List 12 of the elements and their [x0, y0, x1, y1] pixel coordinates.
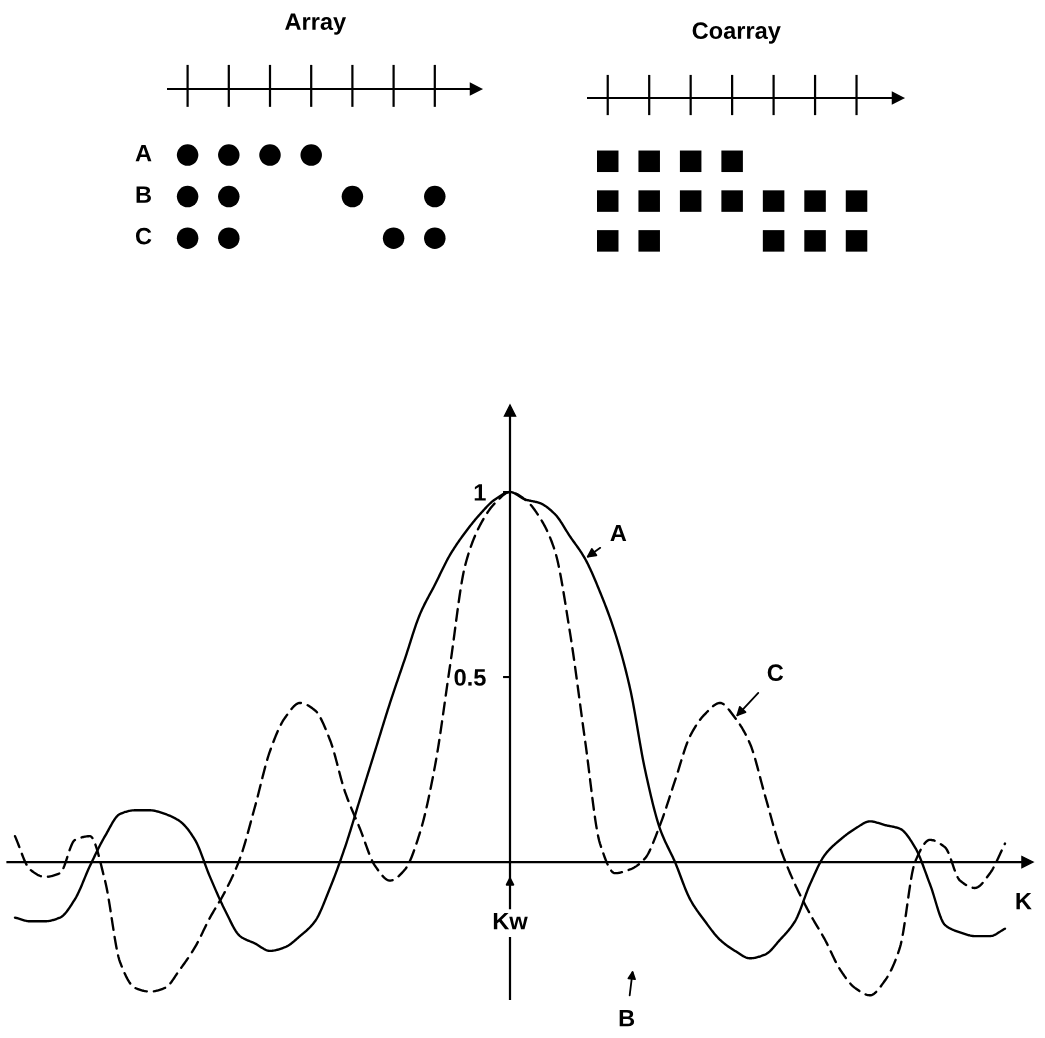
series-label: A [610, 524, 627, 542]
text: C [767, 664, 784, 682]
y-tick-label: 0.5 [454, 669, 486, 686]
text: B [136, 186, 151, 203]
text: C [135, 227, 152, 245]
text: Coarray [692, 22, 781, 44]
text: Array [285, 13, 347, 35]
text: B [619, 1010, 635, 1027]
x-axis-title: K [1016, 892, 1032, 910]
x-tick-label: Kw [493, 912, 528, 930]
y-tick-label: 1 [474, 484, 486, 501]
text: A [135, 144, 152, 162]
